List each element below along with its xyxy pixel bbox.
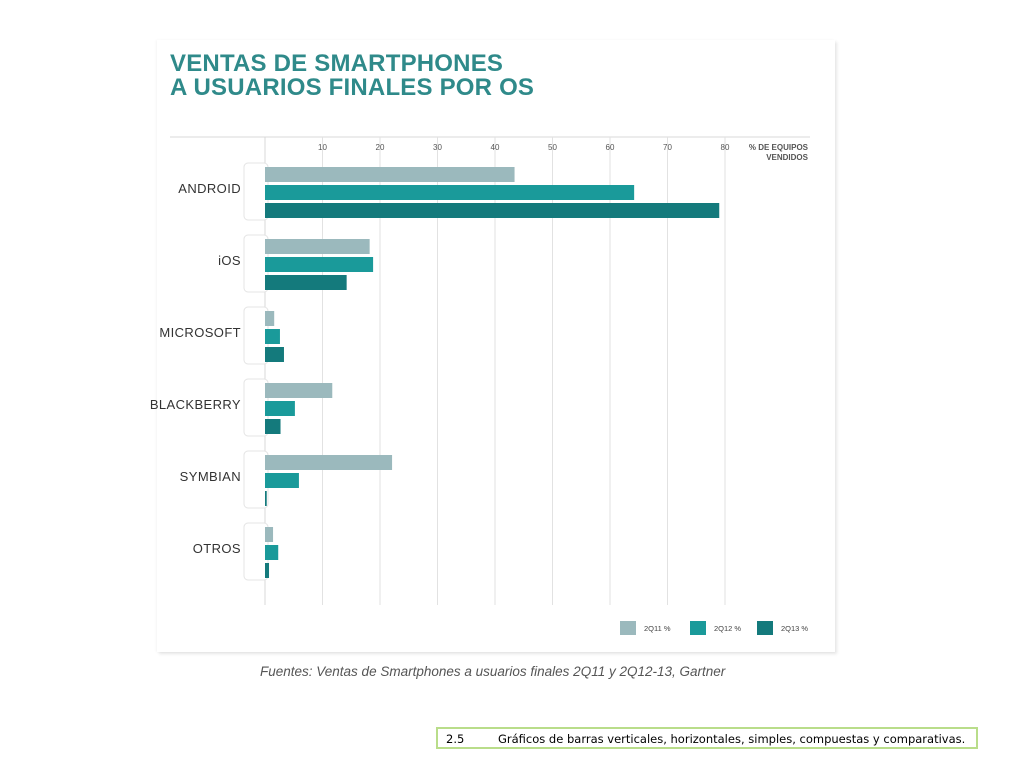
bar-microsoft-2q13: [265, 347, 284, 362]
bar-otros-2q11: [265, 527, 274, 542]
bar-symbian-2q13: [265, 491, 267, 506]
x-tick-label: 10: [318, 143, 327, 152]
category-label: OTROS: [193, 541, 241, 556]
x-tick-label: 40: [491, 143, 500, 152]
x-axis-label: % DE EQUIPOS: [749, 143, 809, 152]
x-tick-label: 80: [721, 143, 730, 152]
x-tick-label: 50: [548, 143, 557, 152]
bar-ios-2q12: [265, 257, 374, 272]
category-label: BLACKBERRY: [150, 397, 241, 412]
bar-android-2q12: [265, 185, 635, 200]
phone-outline-icon: [243, 378, 269, 437]
caption-number: 2.5: [446, 732, 465, 746]
bar-blackberry-2q13: [265, 419, 281, 434]
legend-label: 2Q13 %: [781, 624, 808, 633]
category-label: MICROSOFT: [159, 325, 241, 340]
bar-android-2q13: [265, 203, 720, 218]
bar-ios-2q11: [265, 239, 370, 254]
chart-title-line-2: A USUARIOS FINALES POR OS: [170, 74, 535, 101]
phone-outline-icon: [243, 306, 269, 365]
bar-symbian-2q12: [265, 473, 299, 488]
bar-microsoft-2q12: [265, 329, 280, 344]
bar-otros-2q12: [265, 545, 279, 560]
bar-symbian-2q11: [265, 455, 393, 470]
legend-label: 2Q12 %: [714, 624, 741, 633]
bar-ios-2q13: [265, 275, 347, 290]
x-axis-label: VENDIDOS: [766, 153, 808, 162]
phone-outline-icon: [243, 234, 269, 293]
phone-outline-icon: [243, 162, 269, 221]
phone-outline-icon: [243, 450, 269, 509]
category-label: SYMBIAN: [180, 469, 241, 484]
chart-title: VENTAS DE SMARTPHONES A USUARIOS FINALES…: [170, 52, 534, 100]
chart-title-line-1: VENTAS DE SMARTPHONES: [170, 50, 504, 77]
bar-blackberry-2q12: [265, 401, 295, 416]
category-label: iOS: [218, 253, 241, 268]
legend-swatch: [757, 621, 773, 635]
caption-text: Gráficos de barras verticales, horizonta…: [498, 732, 966, 746]
source-note: Fuentes: Ventas de Smartphones a usuario…: [260, 664, 726, 679]
bar-otros-2q13: [265, 563, 270, 578]
bar-android-2q11: [265, 167, 515, 182]
legend-label: 2Q11 %: [644, 624, 671, 633]
slide-caption: 2.5 Gráficos de barras verticales, horiz…: [436, 727, 978, 749]
phone-outline-icon: [243, 522, 269, 581]
category-label: ANDROID: [178, 181, 241, 196]
legend-swatch: [620, 621, 636, 635]
x-tick-label: 70: [663, 143, 672, 152]
x-tick-label: 30: [433, 143, 442, 152]
x-tick-label: 20: [376, 143, 385, 152]
legend-swatch: [690, 621, 706, 635]
bar-blackberry-2q11: [265, 383, 333, 398]
bar-microsoft-2q11: [265, 311, 275, 326]
x-tick-label: 60: [606, 143, 615, 152]
